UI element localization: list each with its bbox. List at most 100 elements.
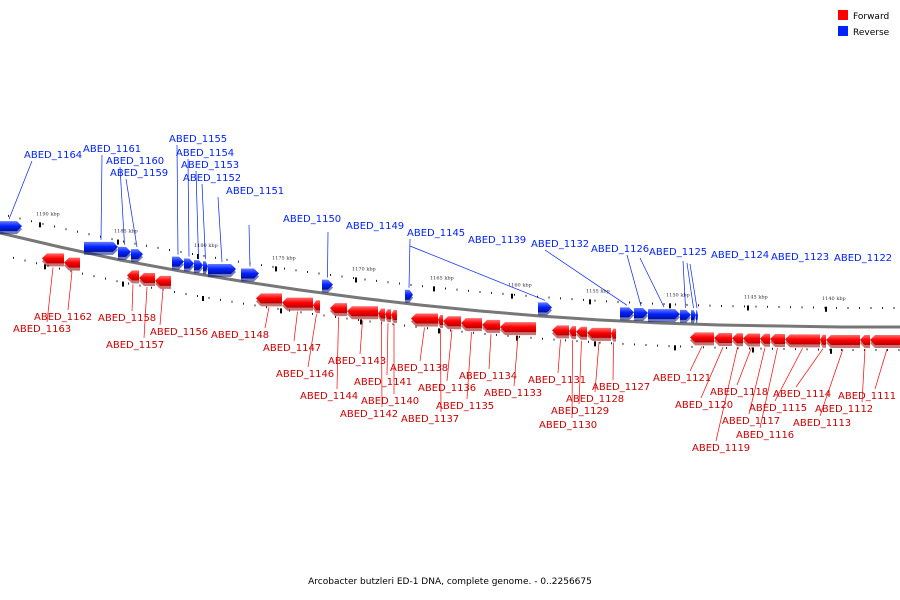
leader-line [187,158,190,257]
kbp-tick: 1155 kbp [586,288,610,347]
kbp-tick: 1170 kbp [352,266,376,325]
kbp-ticks: 1190 kbp 1185 kbp 1180 kbp 1175 kbp 1170 kbp… [36,211,846,354]
gene-arrow-reverse [696,310,698,324]
gene-arrow-reverse [118,246,131,260]
gene-arrow-forward [552,325,569,339]
gene-label-forward: ABED_1137 [401,414,459,425]
gene-label-forward: ABED_1146 [276,369,334,380]
gene-label-forward: ABED_1136 [418,383,476,394]
kbp-tick-label: 1150 kbp [666,292,690,298]
gene-arrow-forward [391,309,397,323]
kbp-tick: 1180 kbp [194,243,218,301]
gene-label-reverse: ABED_1125 [649,247,707,258]
gene-arrow-forward [127,270,139,284]
kbp-tick-label: 1145 kbp [744,294,768,300]
gene-label-reverse: ABED_1149 [346,221,404,232]
gene-arrow-forward [482,319,500,333]
kbp-tick: 1150 kbp [666,292,690,351]
leader-line [381,322,383,408]
gene-arrow-forward [870,335,900,348]
leader-line [689,263,698,309]
leader-line [488,333,492,370]
gene-arrow-reverse [691,310,696,324]
gene-arrow-forward [690,332,714,346]
gene-label-reverse: ABED_1151 [226,186,284,197]
gene-arrow-reverse [184,258,194,272]
leader-line [46,267,54,323]
kbp-tick: 1145 kbp [744,294,768,353]
gene-arrow-reverse [0,221,22,235]
leader-line [264,307,270,329]
gene-arrow-forward [256,293,282,307]
gene-arrow-forward [820,334,826,348]
gene-label-forward: ABED_1117 [722,416,780,427]
legend-label: Reverse [853,28,890,38]
leader-line [795,348,824,388]
leader-line [700,346,724,399]
gene-arrow-forward [500,322,536,336]
kbp-tick-label: 1160 kbp [508,283,532,289]
leader-line [571,340,573,419]
leader-line [819,348,844,417]
kbp-tick-label: 1155 kbp [586,288,610,294]
gene-arrow-forward [438,315,443,329]
legend-label: Forward [853,12,889,22]
kbp-tick: 1165 kbp [430,275,454,334]
leader-line [359,320,363,355]
kbp-tick-label: 1185 kbp [114,229,138,235]
gene-arrow-forward [576,326,587,340]
gene-label-reverse: ABED_1164 [24,150,82,161]
leader-line [612,342,614,381]
gene-label-reverse: ABED_1139 [468,235,526,246]
gene-label-forward: ABED_1140 [361,396,419,407]
leader-line [336,317,339,390]
gene-arrow-forward [313,300,320,314]
kbp-tick: 1175 kbp [272,255,296,314]
leader-line [201,183,206,260]
gene-label-reverse: ABED_1145 [407,228,465,239]
gene-label-forward: ABED_1163 [13,324,71,335]
leader-line [159,289,164,326]
leader-line [736,347,752,386]
leader-line [715,347,738,442]
gene-arrow-forward [385,309,391,323]
gene-arrow-reverse [131,249,143,263]
gene-label-forward: ABED_1130 [539,420,597,431]
gene-label-reverse: ABED_1123 [771,252,829,263]
gene-arrow-reverse [322,279,333,293]
leader-line [408,238,411,288]
leader-line [293,311,298,342]
leader-line [100,154,103,240]
gene-label-forward: ABED_1156 [150,327,208,338]
gene-arrow-reverse [84,241,118,255]
leader-line [419,327,425,362]
gene-arrow-forward [330,303,347,317]
gene-arrow-forward [860,335,870,348]
leader-line [686,262,694,309]
legend-item-forward: Forward [838,10,889,22]
gene-label-forward: ABED_1121 [653,373,711,384]
leader-line [327,231,329,278]
gene-label-forward: ABED_1147 [263,343,321,354]
gene-arrow-forward [42,253,64,267]
gene-arrow-forward [139,272,155,286]
gene-label-reverse: ABED_1154 [176,148,234,159]
leader-line [8,160,33,220]
leader-line [874,348,888,390]
gene-arrow-reverse [172,256,184,270]
gene-label-forward: ABED_1115 [749,403,807,414]
leader-line [578,340,582,405]
gene-label-forward: ABED_1112 [815,404,873,415]
gene-arrow-forward [732,333,743,347]
gene-arrow-reverse [648,309,680,323]
gene-label-forward: ABED_1141 [354,377,412,388]
gene-label-forward: ABED_1138 [390,363,448,374]
leader-line [513,336,519,387]
gene-arrow-reverse [620,307,634,321]
kbp-tick: 1160 kbp [508,283,532,341]
legend-swatch [838,26,848,36]
leader-line [639,257,665,308]
gene-arrow-forward [64,257,80,271]
kbp-tick: 1140 kbp [822,296,846,354]
